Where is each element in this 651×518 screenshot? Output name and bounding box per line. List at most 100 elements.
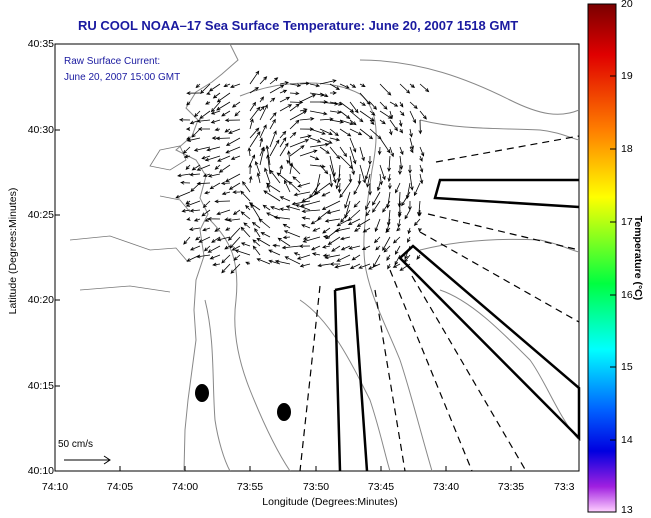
- current-vector: [186, 101, 191, 106]
- current-vector: [191, 164, 201, 171]
- x-tick-label: 73:3: [554, 481, 575, 493]
- x-tick-label: 74:05: [106, 481, 134, 493]
- current-vector: [349, 83, 357, 88]
- x-axis-title: Longitude (Degrees:Minutes): [262, 496, 398, 508]
- current-vector: [394, 254, 401, 266]
- current-vector: [268, 259, 281, 265]
- current-vector: [385, 227, 391, 233]
- current-vector: [249, 131, 261, 148]
- current-vector: [299, 134, 312, 139]
- current-vector: [201, 209, 211, 217]
- current-vector: [195, 236, 201, 241]
- current-vector: [409, 101, 418, 109]
- y-tick-label: 40:25: [27, 209, 54, 221]
- current-vector: [413, 218, 421, 226]
- current-vector: [339, 83, 350, 89]
- current-vector: [268, 249, 281, 256]
- current-vector: [336, 254, 351, 262]
- current-vector: [285, 205, 301, 211]
- current-vector: [349, 137, 357, 153]
- current-vector: [259, 96, 265, 103]
- current-vector: [399, 83, 411, 94]
- current-vector: [344, 200, 351, 219]
- inset-current-label: Raw Surface Current:: [64, 56, 161, 67]
- current-vector: [324, 218, 341, 223]
- current-vector: [331, 245, 341, 252]
- current-vector: [340, 245, 351, 251]
- current-vector: [260, 232, 271, 238]
- current-vector: [301, 191, 321, 202]
- scale-label: 50 cm/s: [58, 439, 94, 450]
- current-vector: [221, 263, 231, 274]
- current-vector: [349, 119, 357, 126]
- current-vector: [299, 200, 321, 208]
- inset-current-time: June 20, 2007 15:00 GMT: [64, 72, 181, 83]
- current-vector: [329, 137, 341, 142]
- current-vector: [324, 254, 341, 260]
- current-vector: [258, 218, 271, 229]
- current-vector: [254, 160, 261, 175]
- current-vector: [368, 263, 381, 270]
- current-vector: [329, 173, 334, 188]
- current-vector: [245, 261, 251, 266]
- current-vector: [368, 155, 372, 166]
- current-vector: [329, 83, 340, 90]
- current-vector: [230, 83, 241, 88]
- y-tick-label: 40:20: [27, 294, 54, 306]
- current-vector: [383, 245, 391, 253]
- current-vector: [293, 191, 311, 197]
- current-vector: [408, 165, 412, 174]
- current-vector: [232, 190, 241, 194]
- current-vector: [387, 155, 391, 173]
- current-vector: [417, 209, 422, 217]
- bathymetry-contour: [419, 238, 580, 253]
- current-vector: [319, 137, 333, 144]
- current-vector: [230, 263, 241, 274]
- current-vector: [177, 173, 191, 178]
- current-vector: [398, 164, 402, 176]
- current-vector: [202, 227, 211, 232]
- current-vector: [186, 91, 201, 96]
- lane-north: [433, 178, 580, 209]
- current-vector: [291, 200, 311, 206]
- current-vector: [369, 119, 375, 126]
- bathymetry-contour: [204, 299, 231, 472]
- current-vector: [322, 227, 331, 234]
- current-vector: [250, 203, 261, 220]
- current-vector: [249, 86, 259, 94]
- current-vector: [182, 146, 191, 154]
- current-vector: [334, 263, 351, 269]
- current-vector: [311, 252, 321, 256]
- current-vector: [265, 144, 271, 166]
- current-vector: [336, 218, 351, 227]
- current-vector: [309, 110, 328, 116]
- current-vector: [256, 258, 271, 265]
- current-vector: [326, 209, 341, 215]
- coastline-contours: [175, 43, 580, 472]
- current-vector: [319, 164, 329, 175]
- bathymetry-contour: [439, 289, 580, 441]
- current-vector: [322, 253, 331, 258]
- lane-south: [333, 284, 369, 472]
- current-vector: [215, 136, 231, 141]
- current-vector: [224, 128, 231, 133]
- current-vector: [394, 245, 401, 255]
- current-vector: [196, 164, 211, 171]
- current-vector: [249, 101, 256, 112]
- station-dot: [277, 403, 291, 421]
- current-vector: [399, 101, 404, 108]
- current-vector: [329, 128, 339, 137]
- current-vector: [266, 154, 271, 175]
- current-vector: [206, 146, 221, 152]
- current-vector: [272, 243, 281, 248]
- current-vector: [389, 101, 399, 107]
- current-vector: [286, 159, 301, 175]
- current-vector: [185, 200, 191, 205]
- colorbar-tick-label: 19: [621, 70, 633, 82]
- current-vector: [309, 137, 322, 143]
- current-vector: [259, 105, 265, 112]
- current-vector: [349, 263, 361, 269]
- current-vector: [279, 137, 287, 148]
- current-vector: [288, 181, 301, 193]
- current-vector: [181, 208, 191, 213]
